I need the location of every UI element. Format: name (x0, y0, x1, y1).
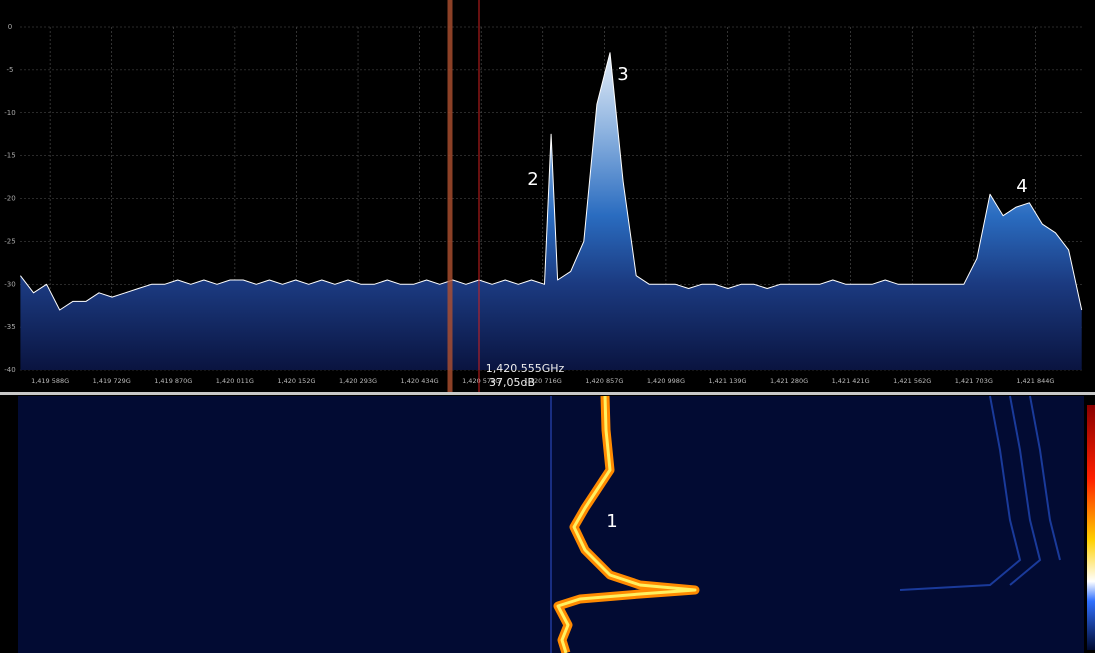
x-tick-label: 1,421 703G (955, 377, 993, 385)
x-tick-label: 1,419 729G (93, 377, 131, 385)
annotation: 2 (527, 169, 538, 190)
x-tick-label: 1,421 280G (770, 377, 808, 385)
x-tick-label: 1,420 011G (216, 377, 254, 385)
y-tick-label: -25 (4, 237, 15, 245)
cursor-level: 37,05dB (489, 376, 535, 389)
annotation: 4 (1016, 176, 1027, 197)
x-tick-label: 1,420 152G (277, 377, 315, 385)
sdr-view: 0 -5 -10 -15 -20 -25 -30 -35 -40 1,419 588G 1,419 … (0, 0, 1095, 653)
cursor-frequency: 1,420.555GHz (486, 362, 565, 375)
y-tick-label: -30 (4, 280, 15, 288)
panel-divider (0, 392, 1095, 395)
x-tick-label: 1,420 293G (339, 377, 377, 385)
x-tick-label: 1,421 562G (893, 377, 931, 385)
y-tick-label: 0 (8, 23, 12, 31)
x-tick-label: 1,420 434G (401, 377, 439, 385)
color-scale (1087, 405, 1095, 650)
x-tick-label: 1,419 588G (31, 377, 69, 385)
y-tick-label: -15 (4, 152, 15, 160)
x-tick-label: 1,419 870G (154, 377, 192, 385)
y-tick-label: -10 (4, 109, 15, 117)
y-tick-label: -40 (4, 366, 15, 374)
x-tick-label: 1,421 421G (832, 377, 870, 385)
annotation: 1 (606, 511, 617, 532)
x-tick-label: 1,420 998G (647, 377, 685, 385)
y-tick-label: -35 (4, 323, 15, 331)
x-tick-label: 1,421 139G (708, 377, 746, 385)
y-tick-label: -5 (7, 66, 14, 74)
x-tick-label: 1,421 844G (1016, 377, 1054, 385)
annotation: 3 (617, 64, 628, 85)
x-tick-label: 1,420 857G (585, 377, 623, 385)
y-tick-label: -20 (4, 195, 15, 203)
